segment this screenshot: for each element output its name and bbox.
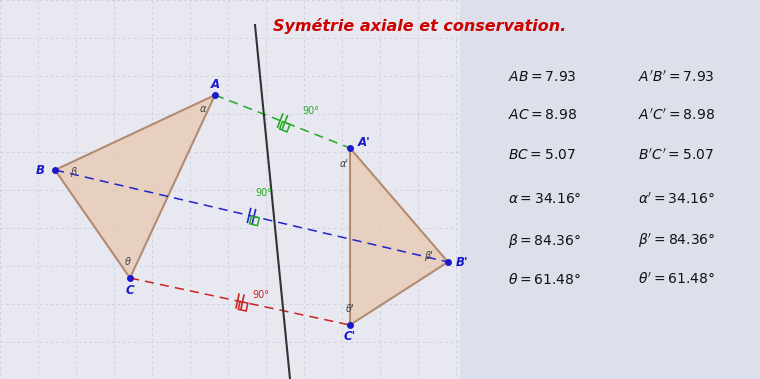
Text: $AB = 7.93$: $AB = 7.93$: [508, 70, 577, 84]
Text: $\theta = 61.48°$: $\theta = 61.48°$: [508, 272, 581, 287]
Text: α: α: [200, 104, 206, 114]
Text: 90°: 90°: [255, 188, 273, 198]
Polygon shape: [350, 148, 448, 325]
Text: $A'B' = 7.93$: $A'B' = 7.93$: [638, 70, 714, 85]
Text: $B'C' = 5.07$: $B'C' = 5.07$: [638, 148, 714, 163]
Text: A: A: [211, 78, 220, 91]
Text: β': β': [423, 251, 432, 261]
Text: $\alpha = 34.16°$: $\alpha = 34.16°$: [508, 192, 581, 206]
Text: $A'C' = 8.98$: $A'C' = 8.98$: [638, 108, 715, 123]
Text: $BC = 5.07$: $BC = 5.07$: [508, 148, 576, 162]
Text: $AC = 8.98$: $AC = 8.98$: [508, 108, 577, 122]
Text: B': B': [456, 255, 468, 268]
Text: A': A': [358, 136, 370, 149]
Text: C': C': [344, 330, 356, 343]
Text: $\alpha' = 34.16°$: $\alpha' = 34.16°$: [638, 192, 715, 207]
Polygon shape: [55, 95, 215, 278]
Text: β: β: [70, 167, 76, 177]
Text: $\beta' = 84.36°$: $\beta' = 84.36°$: [638, 232, 715, 250]
Text: α': α': [340, 159, 349, 169]
Bar: [460, 0, 760, 379]
Text: θ: θ: [125, 257, 131, 267]
Text: θ': θ': [346, 304, 354, 314]
Text: 90°: 90°: [252, 290, 269, 299]
Text: $\theta' = 61.48°$: $\theta' = 61.48°$: [638, 272, 715, 287]
Text: 90°: 90°: [302, 105, 319, 116]
Text: Symétrie axiale et conservation.: Symétrie axiale et conservation.: [274, 18, 567, 34]
Text: B: B: [36, 163, 45, 177]
Text: $\beta = 84.36°$: $\beta = 84.36°$: [508, 232, 581, 250]
Text: C: C: [125, 283, 135, 296]
